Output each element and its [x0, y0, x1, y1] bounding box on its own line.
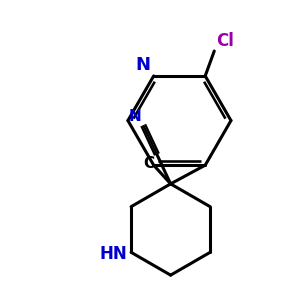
Text: HN: HN [100, 245, 128, 263]
Text: N: N [129, 109, 142, 124]
Text: C: C [143, 156, 154, 171]
Text: N: N [136, 56, 151, 74]
Text: Cl: Cl [216, 32, 234, 50]
